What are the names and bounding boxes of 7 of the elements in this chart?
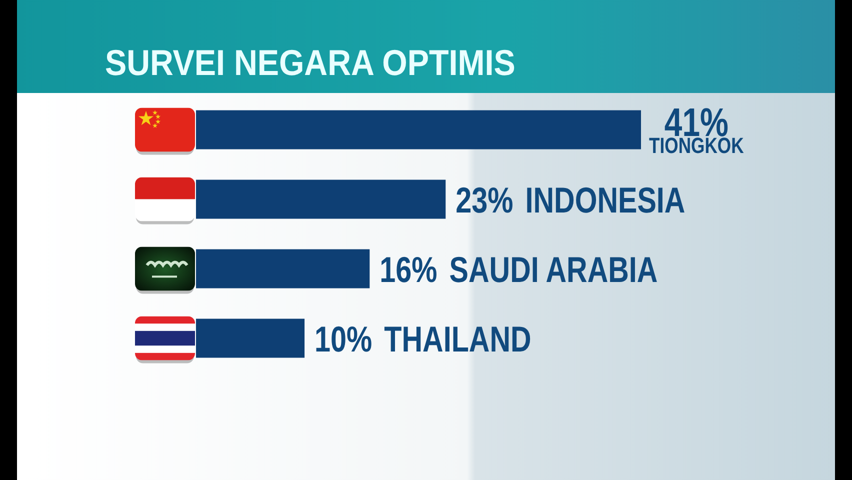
y-tick-label: INDONESIA	[525, 179, 686, 220]
data-label: 10%	[314, 318, 372, 359]
y-tick-label: THAILAND	[384, 318, 532, 359]
y-tick-label: SAUDI ARABIA	[449, 248, 658, 290]
data-label: 23%	[456, 179, 514, 220]
chart-title: SURVEI NEGARA OPTIMIS	[105, 43, 516, 84]
data-label: 16%	[380, 248, 438, 290]
